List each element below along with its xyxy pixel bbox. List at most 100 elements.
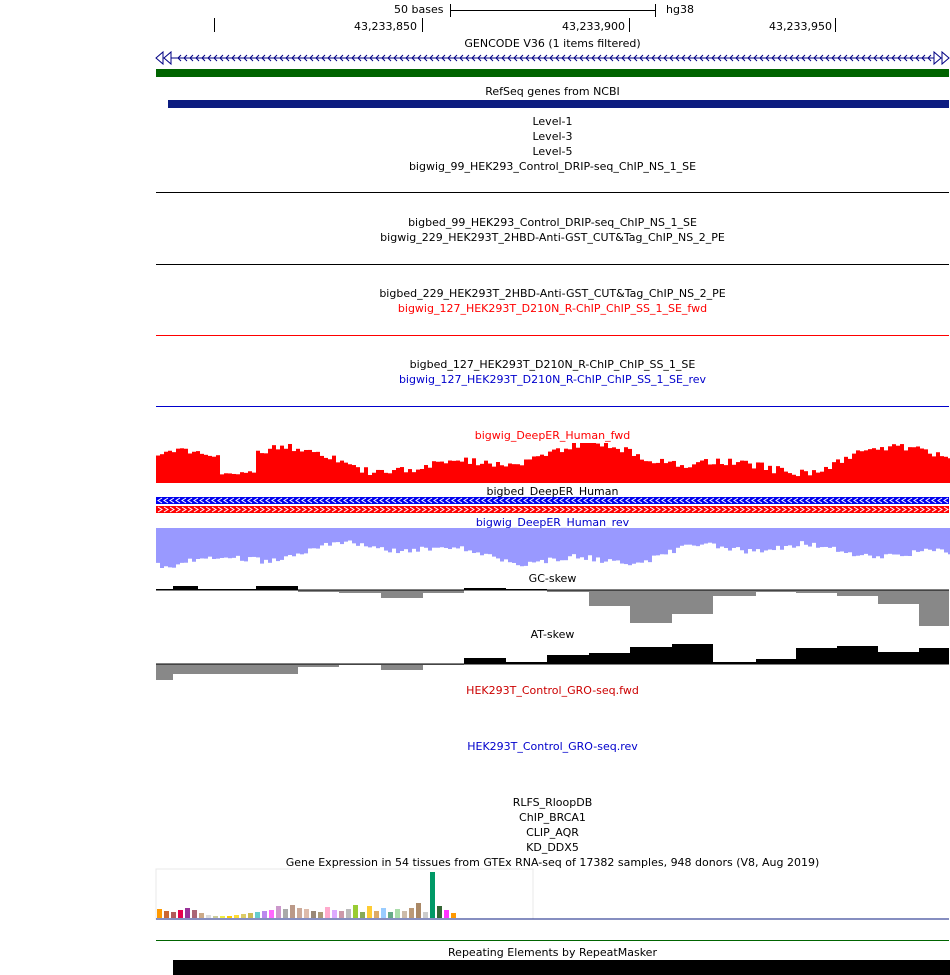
at-skew-track-label[interactable]: AT-skew (530, 628, 575, 641)
chip-brca1-track-label[interactable]: ChIP_BRCA1 (519, 811, 586, 824)
level1-track-label[interactable]: Level-1 (532, 115, 573, 128)
signal-bar (268, 448, 272, 483)
signal-bar (424, 465, 428, 483)
gencode-gene-bar[interactable] (156, 69, 949, 77)
gencode-intron-line[interactable] (155, 50, 950, 66)
tissue-bar (283, 909, 288, 918)
deeper-fwd-track-label[interactable]: bigwig_DeepER_Human_fwd (474, 429, 631, 442)
skew-bar (630, 590, 672, 623)
repeatmasker-track-label[interactable]: Repeating Elements by RepeatMasker (448, 946, 657, 959)
signal-bar (496, 528, 500, 559)
signal-bar (224, 473, 228, 483)
clip-aqr-track-label[interactable]: CLIP_AQR (526, 826, 579, 839)
rlfs-track-label[interactable]: RLFS_RloopDB (512, 796, 593, 809)
signal-bar (248, 528, 252, 558)
tissue-bar (290, 905, 295, 918)
signal-bar (608, 448, 612, 483)
signal-bar (532, 528, 536, 563)
signal-bar (364, 528, 368, 547)
signal-bar (868, 528, 872, 556)
signal-bar (696, 528, 700, 547)
repeatmasker-element[interactable] (173, 960, 950, 975)
signal-bar (688, 467, 692, 483)
signal-bar (508, 463, 512, 483)
level5-track-label[interactable]: Level-5 (532, 145, 573, 158)
signal-bar (316, 528, 320, 549)
signal-bar (440, 528, 444, 548)
signal-bar (876, 449, 880, 483)
signal-bar (660, 528, 664, 555)
signal-bar (832, 462, 836, 483)
tissue-bar (269, 910, 274, 918)
signal-bar (584, 528, 588, 560)
signal-bar (768, 465, 772, 483)
gc-skew-signal[interactable] (156, 580, 950, 626)
tissue-bar (423, 912, 428, 918)
bigwig-127-fwd-track-label[interactable]: bigwig_127_HEK293T_D210N_R-ChIP_ChIP_SS_… (397, 302, 708, 315)
signal-bar (288, 528, 292, 555)
gencode-track-label[interactable]: GENCODE V36 (1 items filtered) (464, 37, 641, 50)
at-skew-signal[interactable] (156, 636, 950, 682)
gc-skew-track-label[interactable]: GC-skew (528, 572, 577, 585)
tissue-bar (164, 911, 169, 918)
signal-bar (456, 528, 460, 549)
tissue-bar (395, 909, 400, 918)
signal-bar (412, 528, 416, 549)
bigwig-127-rev-track-label[interactable]: bigwig_127_HEK293T_D210N_R-ChIP_ChIP_SS_… (398, 373, 707, 386)
signal-bar (512, 464, 516, 483)
signal-bar (340, 528, 344, 545)
signal-bar (792, 474, 796, 483)
bigwig-99-track-label[interactable]: bigwig_99_HEK293_Control_DRIP-seq_ChIP_N… (408, 160, 697, 173)
signal-bar (880, 447, 884, 483)
tissue-bar (409, 908, 414, 918)
signal-bar (856, 450, 860, 483)
signal-bar (316, 451, 320, 483)
signal-bar (296, 528, 300, 554)
signal-bar (792, 528, 796, 548)
deeper-fwd-signal[interactable] (156, 440, 950, 483)
tissue-bar (304, 909, 309, 918)
signal-bar (252, 472, 256, 483)
bigbed-99-track-label[interactable]: bigbed_99_HEK293_Control_DRIP-seq_ChIP_N… (408, 216, 697, 229)
tissue-bar (388, 912, 393, 918)
signal-bar (452, 460, 456, 483)
signal-bar (164, 528, 168, 567)
level3-track-label[interactable]: Level-3 (532, 130, 573, 143)
refseq-track-label[interactable]: RefSeq genes from NCBI (485, 85, 620, 98)
signal-bar (728, 458, 732, 483)
signal-bar (504, 466, 508, 483)
deeper-bed-track-label[interactable]: bigbed_DeepER_Human (486, 485, 619, 498)
bigbed-127-track-label[interactable]: bigbed_127_HEK293T_D210N_R-ChIP_ChIP_SS_… (409, 358, 696, 371)
signal-bar (816, 472, 820, 483)
bigwig-229-track-label[interactable]: bigwig_229_HEK293T_2HBD-Anti-GST_CUT&Tag… (380, 231, 725, 244)
refseq-gene-bar[interactable] (168, 100, 949, 108)
signal-bar (332, 528, 336, 543)
kd-ddx5-track-label[interactable]: KD_DDX5 (526, 841, 579, 854)
signal-bar (888, 528, 892, 554)
signal-bar (752, 468, 756, 483)
deeper-rev-track-label[interactable]: bigwig_DeepER_Human_rev (475, 516, 630, 529)
signal-bar (344, 528, 348, 542)
deeper-bed-features[interactable] (156, 497, 950, 514)
signal-bar (624, 528, 628, 565)
gro-rev-track-label[interactable]: HEK293T_Control_GRO-seq.rev (467, 740, 638, 753)
gtex-track-label[interactable]: Gene Expression in 54 tissues from GTEx … (285, 856, 820, 869)
signal-bar (272, 445, 276, 483)
signal-bar (896, 445, 900, 483)
gtex-expression-chart[interactable] (155, 868, 950, 921)
deeper-rev-signal[interactable] (156, 528, 950, 570)
skew-bar (464, 658, 506, 664)
signal-bar (352, 465, 356, 483)
gtex-bottom-line (156, 940, 949, 941)
signal-bar (812, 528, 816, 543)
signal-bar (752, 528, 756, 552)
bigbed-229-track-label[interactable]: bigbed_229_HEK293T_2HBD-Anti-GST_CUT&Tag… (379, 287, 726, 300)
signal-bar (524, 528, 528, 566)
signal-bar (208, 528, 212, 557)
signal-bar (468, 463, 472, 483)
gro-fwd-track-label[interactable]: HEK293T_Control_GRO-seq.fwd (466, 684, 639, 697)
signal-bar (276, 449, 280, 483)
skew-bar (796, 648, 837, 664)
signal-bar (180, 448, 184, 483)
signal-bar (716, 528, 720, 549)
